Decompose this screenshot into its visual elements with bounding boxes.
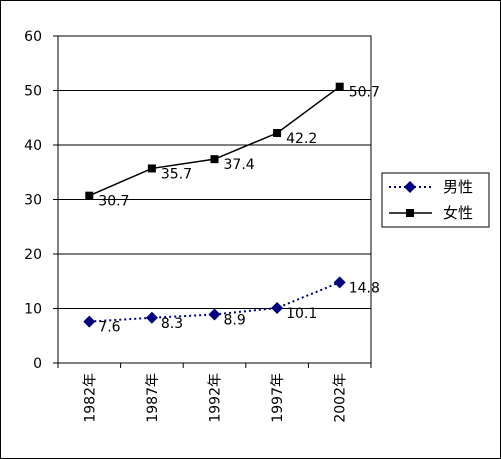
legend-label-male: 男性 bbox=[443, 178, 473, 196]
y-tick-label-30: 30 bbox=[24, 193, 42, 209]
y-tick-label-10: 10 bbox=[24, 302, 42, 318]
x-tick-label-4: 2002年 bbox=[333, 373, 349, 423]
point-male-4 bbox=[333, 276, 346, 289]
legend-label-female: 女性 bbox=[443, 204, 473, 222]
x-tick-label-2: 1992年 bbox=[208, 373, 224, 423]
legend-marker-male bbox=[404, 181, 416, 193]
point-male-2 bbox=[208, 308, 221, 321]
data-label-male-1: 8.3 bbox=[161, 316, 183, 332]
x-tick-label-0: 1982年 bbox=[82, 373, 98, 423]
data-label-female-0: 30.7 bbox=[98, 194, 129, 210]
point-female-2 bbox=[210, 155, 219, 164]
legend-marker-female bbox=[406, 209, 414, 217]
point-female-4 bbox=[335, 82, 344, 91]
legend-box bbox=[381, 172, 490, 228]
point-female-1 bbox=[147, 164, 156, 173]
y-tick-label-20: 20 bbox=[24, 247, 42, 263]
y-tick-label-60: 60 bbox=[24, 29, 42, 45]
point-male-1 bbox=[145, 311, 158, 324]
data-label-female-4: 50.7 bbox=[349, 85, 380, 101]
y-tick-labels: 0 10 20 30 40 50 60 bbox=[24, 29, 42, 372]
y-tick-label-0: 0 bbox=[33, 356, 42, 372]
series-layer: 7.6 8.3 8.9 10.1 14.8 30.7 35.7 37.4 42.2 50.7 bbox=[83, 82, 380, 336]
axes bbox=[53, 35, 372, 368]
data-label-male-2: 8.9 bbox=[224, 312, 246, 328]
plot-area-border bbox=[57, 35, 372, 364]
point-female-0 bbox=[85, 191, 94, 200]
gridlines bbox=[58, 35, 371, 309]
data-label-male-4: 14.8 bbox=[349, 280, 380, 296]
x-tick-label-1: 1987年 bbox=[145, 373, 161, 423]
data-label-female-1: 35.7 bbox=[161, 166, 192, 182]
y-tick-label-50: 50 bbox=[24, 84, 42, 100]
point-male-3 bbox=[271, 301, 284, 314]
y-tick-label-40: 40 bbox=[24, 138, 42, 154]
data-label-male-0: 7.6 bbox=[98, 320, 120, 336]
data-label-male-3: 10.1 bbox=[286, 306, 317, 322]
point-female-3 bbox=[273, 129, 282, 138]
data-label-female-2: 37.4 bbox=[224, 157, 255, 173]
legend: 男性 女性 bbox=[381, 172, 490, 228]
point-male-0 bbox=[83, 315, 96, 328]
x-tick-label-3: 1997年 bbox=[270, 373, 286, 423]
x-tick-labels: 1982年 1987年 1992年 1997年 2002年 bbox=[82, 373, 348, 423]
data-label-female-3: 42.2 bbox=[286, 131, 317, 147]
